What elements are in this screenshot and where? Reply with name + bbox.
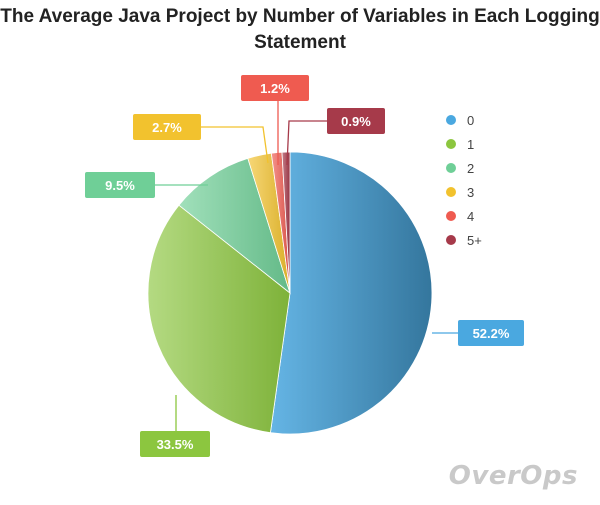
data-label-box-four xyxy=(241,75,309,101)
legend-marker-three xyxy=(446,187,456,197)
data-labels: 52.2% 33.5% 9.5% 2.7% 1.2% 0.9% xyxy=(85,75,524,457)
legend-label-five-plus: 5+ xyxy=(467,233,482,248)
data-label-four: 1.2% xyxy=(260,81,290,96)
slice-five-plus xyxy=(281,151,291,294)
leader-line-five-plus xyxy=(286,120,327,166)
legend-marker-two xyxy=(446,163,456,173)
data-label-one: 33.5% xyxy=(157,437,194,452)
legend-label-four: 4 xyxy=(467,209,474,224)
data-label-box-one xyxy=(140,431,210,457)
legend-label-three: 3 xyxy=(467,185,474,200)
data-label-box-zero xyxy=(458,320,524,346)
legend-marker-zero xyxy=(446,115,456,125)
overops-logo: OverOps xyxy=(448,461,578,491)
legend-marker-four xyxy=(446,211,456,221)
leader-line-three xyxy=(201,126,269,164)
legend: 0 1 2 3 4 5+ xyxy=(446,113,482,248)
data-label-zero: 52.2% xyxy=(473,326,510,341)
data-label-box-five-plus xyxy=(327,108,385,134)
data-label-five-plus: 0.9% xyxy=(341,114,371,129)
legend-label-one: 1 xyxy=(467,137,474,152)
legend-label-two: 2 xyxy=(467,161,474,176)
slice-zero xyxy=(269,151,433,435)
slice-two xyxy=(178,157,291,295)
data-label-three: 2.7% xyxy=(152,120,182,135)
chart-title: The Average Java Project by Number of Va… xyxy=(0,6,600,53)
data-label-two: 9.5% xyxy=(105,178,135,193)
legend-marker-five-plus xyxy=(446,235,456,245)
slice-one xyxy=(147,204,291,434)
legend-label-zero: 0 xyxy=(467,113,474,128)
pie-slices xyxy=(147,151,433,435)
legend-marker-one xyxy=(446,139,456,149)
leader-lines xyxy=(155,101,458,431)
data-label-box-three xyxy=(133,114,201,140)
data-label-box-two xyxy=(85,172,155,198)
